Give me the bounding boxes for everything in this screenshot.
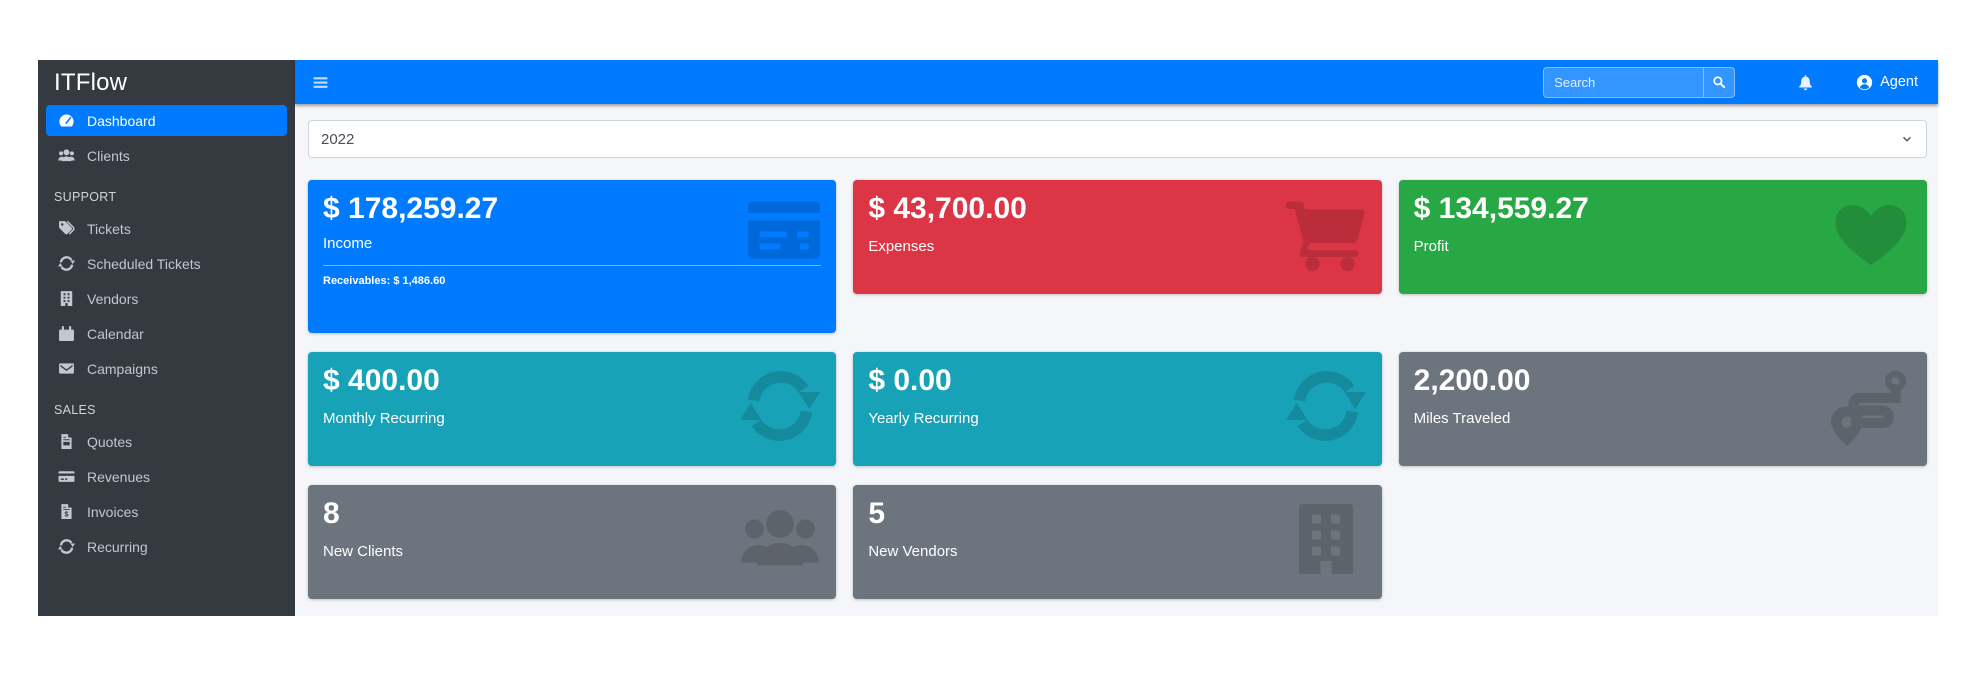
brand-logo: ITFlow	[54, 69, 128, 96]
sidebar-item-revenues[interactable]: Revenues	[46, 461, 287, 492]
stat-label: Yearly Recurring	[868, 409, 979, 427]
stat-card-new-clients: 8 New Clients	[308, 485, 837, 599]
year-select[interactable]: 2022	[308, 120, 1927, 158]
stat-card-monthly-recurring: $ 400.00 Monthly Recurring	[308, 352, 837, 466]
stat-label: Expenses	[868, 237, 935, 255]
sidebar-item-campaigns[interactable]: Campaigns	[46, 353, 287, 384]
stat-label: Miles Traveled	[1413, 409, 1511, 427]
stat-card-yearly-recurring: $ 0.00 Yearly Recurring	[853, 352, 1382, 466]
sidebar-item-label: Calendar	[87, 325, 144, 342]
stat-label: New Clients	[323, 542, 404, 560]
stat-card-profit: $ 134,559.27 Profit	[1398, 180, 1927, 294]
sidebar-item-clients[interactable]: Clients	[46, 140, 287, 171]
tachometer-icon	[56, 112, 77, 129]
stat-label: Income	[323, 234, 373, 252]
bell-icon	[1797, 74, 1814, 91]
sidebar-item-dashboard[interactable]: Dashboard	[46, 105, 287, 136]
search-input[interactable]	[1543, 66, 1705, 98]
sidebar-item-invoices[interactable]: Invoices	[46, 496, 287, 527]
chevron-down-icon	[1900, 132, 1914, 146]
menu-toggle-button[interactable]	[312, 74, 329, 91]
sidebar-item-label: Quotes	[87, 433, 133, 450]
sync-icon	[56, 255, 77, 272]
stat-value: $ 43,700.00	[868, 192, 1027, 225]
users-icon	[56, 147, 77, 164]
sidebar-item-label: Clients	[87, 147, 130, 164]
stat-card-new-vendors: 5 New Vendors	[853, 485, 1382, 599]
bars-icon	[312, 74, 329, 91]
sidebar-item-label: Recurring	[87, 538, 148, 555]
stat-label: New Vendors	[868, 542, 958, 560]
sidebar-item-label: Scheduled Tickets	[87, 255, 201, 272]
stat-card-miles-traveled: 2,200.00 Miles Traveled	[1398, 352, 1927, 466]
sidebar-item-tickets[interactable]: Tickets	[46, 213, 287, 244]
search-icon	[1712, 75, 1726, 89]
stat-card-income: $ 178,259.27 Income Receivables: $ 1,486…	[308, 180, 837, 333]
app-window: ITFlow Dashboard Clients SUPPORT Tickets	[38, 60, 1938, 616]
sidebar-section-support: SUPPORT	[54, 190, 117, 204]
cards-row-3: 8 New Clients 5 New Vendors	[308, 485, 1927, 599]
user-menu-label: Agent	[1880, 74, 1918, 90]
stat-value: $ 0.00	[868, 364, 952, 397]
envelope-icon	[56, 360, 77, 377]
user-menu[interactable]: Agent	[1856, 74, 1918, 91]
search-button[interactable]	[1704, 66, 1736, 98]
sidebar-item-recurring[interactable]: Recurring	[46, 531, 287, 562]
file-invoice-icon	[56, 433, 77, 450]
main-area: Agent 2022 $ 178,259.27 Income	[295, 60, 1938, 616]
stat-value: 8	[323, 497, 340, 530]
stat-label: Monthly Recurring	[323, 409, 445, 427]
sidebar-item-label: Campaigns	[87, 360, 158, 377]
sidebar: ITFlow Dashboard Clients SUPPORT Tickets	[38, 60, 295, 616]
top-navbar: Agent	[295, 60, 1938, 104]
stat-value: $ 400.00	[323, 364, 440, 397]
stat-card-expenses: $ 43,700.00 Expenses	[853, 180, 1382, 294]
stat-value: $ 134,559.27	[1413, 192, 1589, 225]
dashboard-content: 2022 $ 178,259.27 Income Receivables: $ …	[295, 104, 1938, 616]
sidebar-item-calendar[interactable]: Calendar	[46, 318, 287, 349]
sidebar-nav: Dashboard Clients SUPPORT Tickets Schedu…	[38, 105, 295, 574]
sync-icon	[56, 538, 77, 555]
credit-card-icon	[56, 468, 77, 485]
notifications-button[interactable]	[1797, 74, 1814, 91]
tags-icon	[56, 220, 77, 237]
sidebar-item-label: Vendors	[87, 290, 139, 307]
sidebar-item-quotes[interactable]: Quotes	[46, 426, 287, 457]
year-select-value: 2022	[321, 130, 355, 148]
cards-row-2: $ 400.00 Monthly Recurring $ 0.00 Yearly…	[308, 352, 1927, 466]
navbar-search	[1543, 66, 1736, 98]
sidebar-item-label: Dashboard	[87, 112, 156, 129]
stat-value: 2,200.00	[1413, 364, 1531, 397]
calendar-icon	[56, 325, 77, 342]
sidebar-section-sales: SALES	[54, 403, 96, 417]
stat-value: $ 178,259.27	[323, 192, 499, 225]
stat-value: 5	[868, 497, 886, 530]
sidebar-item-scheduled-tickets[interactable]: Scheduled Tickets	[46, 248, 287, 279]
sidebar-item-label: Revenues	[87, 468, 151, 485]
sidebar-item-vendors[interactable]: Vendors	[46, 283, 287, 314]
stat-footer: Receivables: $ 1,486.60	[323, 274, 446, 287]
divider	[323, 264, 822, 266]
stat-label: Profit	[1413, 237, 1449, 255]
file-invoice-dollar-icon	[56, 503, 77, 520]
sidebar-item-label: Tickets	[87, 220, 131, 237]
cards-row-1: $ 178,259.27 Income Receivables: $ 1,486…	[308, 180, 1927, 333]
user-circle-icon	[1856, 74, 1873, 91]
sidebar-item-label: Invoices	[87, 503, 139, 520]
building-icon	[56, 290, 77, 307]
